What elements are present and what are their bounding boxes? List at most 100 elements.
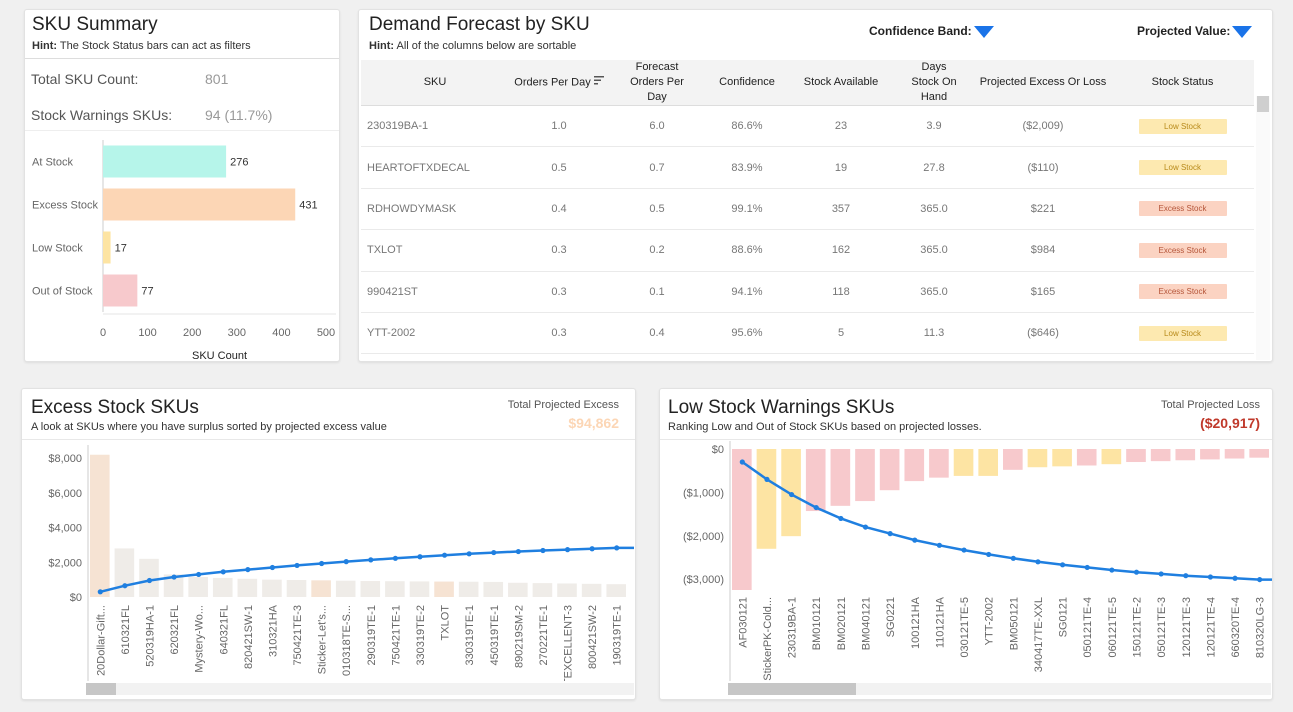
x-category-label: 060121TE-5 [1107, 597, 1119, 658]
cell-forecast: 0.4 [609, 312, 705, 355]
excess-stock-chart[interactable]: $0 $2,000 $4,000 $6,000 $8,000 20Dollar-Gift.… [22, 441, 636, 681]
bar[interactable] [262, 579, 282, 597]
column-header-forecast-orders[interactable]: Forecast Orders Per Day [609, 60, 705, 106]
column-header-stock-status[interactable]: Stock Status [1111, 60, 1254, 106]
demand-forecast-hint: Hint: All of the columns below are sorta… [369, 40, 576, 52]
cell-sku: RDHOWDYMASK [361, 188, 509, 231]
column-header-projected[interactable]: Projected Excess Or Loss [975, 60, 1111, 106]
bar[interactable] [855, 449, 875, 502]
bar[interactable] [458, 581, 479, 597]
vertical-scrollbar[interactable] [1256, 96, 1270, 360]
bar[interactable] [732, 449, 752, 590]
bar[interactable] [385, 581, 405, 597]
bar[interactable] [1052, 449, 1072, 467]
bar[interactable] [114, 548, 135, 597]
column-header-confidence[interactable]: Confidence [705, 60, 789, 106]
bar[interactable] [805, 449, 826, 512]
table-row[interactable]: 230319BA-1 1.0 6.0 86.6% 23 3.9 ($2,009) Low St… [361, 105, 1254, 148]
bar[interactable] [1175, 449, 1196, 461]
bar-value-label: 17 [115, 243, 127, 255]
table-row[interactable]: RDHOWDYMASK 0.4 0.5 99.1% 357 365.0 $221 Excess… [361, 188, 1254, 231]
bar[interactable] [581, 583, 602, 597]
bar[interactable] [879, 449, 900, 491]
bar[interactable] [483, 581, 504, 597]
scrollbar-thumb[interactable] [86, 683, 116, 695]
stock-status-bar-chart[interactable]: At Stock 276 Excess Stock 431 Low Stock 17 Out… [25, 132, 340, 362]
x-category-label: 330319TE-2 [415, 605, 427, 666]
table-row[interactable]: HEARTOFTXDECAL 0.5 0.7 83.9% 19 27.8 ($110) Low… [361, 146, 1254, 189]
x-category-label: 110121HA [934, 596, 946, 648]
bar[interactable] [311, 580, 331, 597]
scrollbar-thumb[interactable] [728, 683, 856, 695]
bar[interactable] [756, 449, 777, 549]
dropdown-triangle-icon[interactable] [973, 25, 994, 38]
bar[interactable] [1027, 449, 1048, 468]
bar[interactable] [1003, 449, 1023, 470]
trend-point [936, 542, 943, 548]
cell-confidence: 95.6% [705, 312, 789, 355]
x-category-label: 20Dollar-Gift... [95, 605, 107, 676]
bar[interactable] [1150, 449, 1171, 462]
column-header-sku[interactable]: SKU [361, 60, 509, 106]
projected-value-control[interactable]: Projected Value: [1137, 24, 1253, 38]
scrollbar-thumb[interactable] [1257, 96, 1269, 112]
bar[interactable] [1126, 449, 1146, 463]
confidence-band-control[interactable]: Confidence Band: [869, 24, 994, 38]
bar[interactable] [606, 584, 626, 597]
bar[interactable] [409, 581, 430, 597]
dropdown-triangle-icon[interactable] [1232, 25, 1253, 38]
bar[interactable] [90, 454, 110, 597]
bar-low-stock[interactable] [103, 231, 111, 264]
bar-out-of-stock[interactable] [103, 274, 138, 307]
table-row[interactable]: TXLOT 0.3 0.2 88.6% 162 365.0 $984 Excess Stock [361, 229, 1254, 272]
table-row[interactable]: 990421ST 0.3 0.1 94.1% 118 365.0 $165 Excess St… [361, 271, 1254, 313]
trend-point [1109, 567, 1115, 573]
bar[interactable] [163, 574, 184, 597]
confidence-band-label: Confidence Band: [869, 24, 972, 38]
bar[interactable] [237, 578, 258, 597]
bar[interactable] [286, 579, 307, 597]
bar[interactable] [1076, 449, 1097, 466]
excess-stock-subtitle: A look at SKUs where you have surplus so… [31, 421, 387, 433]
bar[interactable] [557, 583, 577, 597]
column-header-stock-available[interactable]: Stock Available [789, 60, 893, 106]
bar[interactable] [508, 582, 528, 597]
cell-confidence: 88.6% [705, 229, 789, 272]
x-category-label: 030121TE-5 [959, 597, 971, 658]
sort-icon[interactable] [593, 75, 604, 90]
bar[interactable] [139, 558, 159, 597]
bar[interactable] [360, 581, 381, 597]
bar-excess-stock[interactable] [103, 188, 296, 221]
column-header-days-stock[interactable]: Days Stock On Hand [893, 60, 975, 106]
bar[interactable] [978, 449, 998, 476]
x-category-label: Sticker-Let's... [317, 605, 329, 674]
bar[interactable] [830, 449, 851, 506]
bar[interactable] [335, 580, 356, 597]
y-tick-label: ($3,000) [683, 574, 724, 586]
horizontal-scrollbar[interactable] [728, 683, 1271, 695]
horizontal-scrollbar[interactable] [86, 683, 634, 695]
low-stock-chart[interactable]: $0 ($1,000) ($2,000) ($3,000) AF030121 Sticke… [660, 441, 1273, 681]
x-category-label: 120121TE-4 [1205, 597, 1217, 658]
bar[interactable] [532, 583, 553, 597]
table-row[interactable]: YTT-2002 0.3 0.4 95.6% 5 11.3 ($646) Low Stock [361, 312, 1254, 355]
bar[interactable] [212, 577, 233, 597]
sku-summary-panel: SKU Summary Hint: The Stock Status bars … [24, 9, 340, 362]
bar[interactable] [1200, 449, 1220, 460]
bar[interactable] [1249, 449, 1269, 458]
bar[interactable] [1224, 449, 1245, 459]
bar[interactable] [953, 449, 974, 476]
bar[interactable] [904, 449, 925, 482]
cell-orders: 0.5 [509, 146, 609, 189]
y-tick-label: $0 [712, 444, 724, 456]
column-header-orders-per-day[interactable]: Orders Per Day [509, 60, 609, 106]
trend-point [614, 545, 620, 551]
bar[interactable] [929, 449, 949, 478]
bar[interactable] [1101, 449, 1122, 465]
cell-sku: YTT-2002 [361, 312, 509, 355]
trend-point [564, 547, 571, 553]
cell-forecast: 0.2 [609, 229, 705, 272]
bar[interactable] [434, 581, 454, 597]
bar-at-stock[interactable] [103, 145, 227, 178]
bar[interactable] [188, 577, 208, 597]
